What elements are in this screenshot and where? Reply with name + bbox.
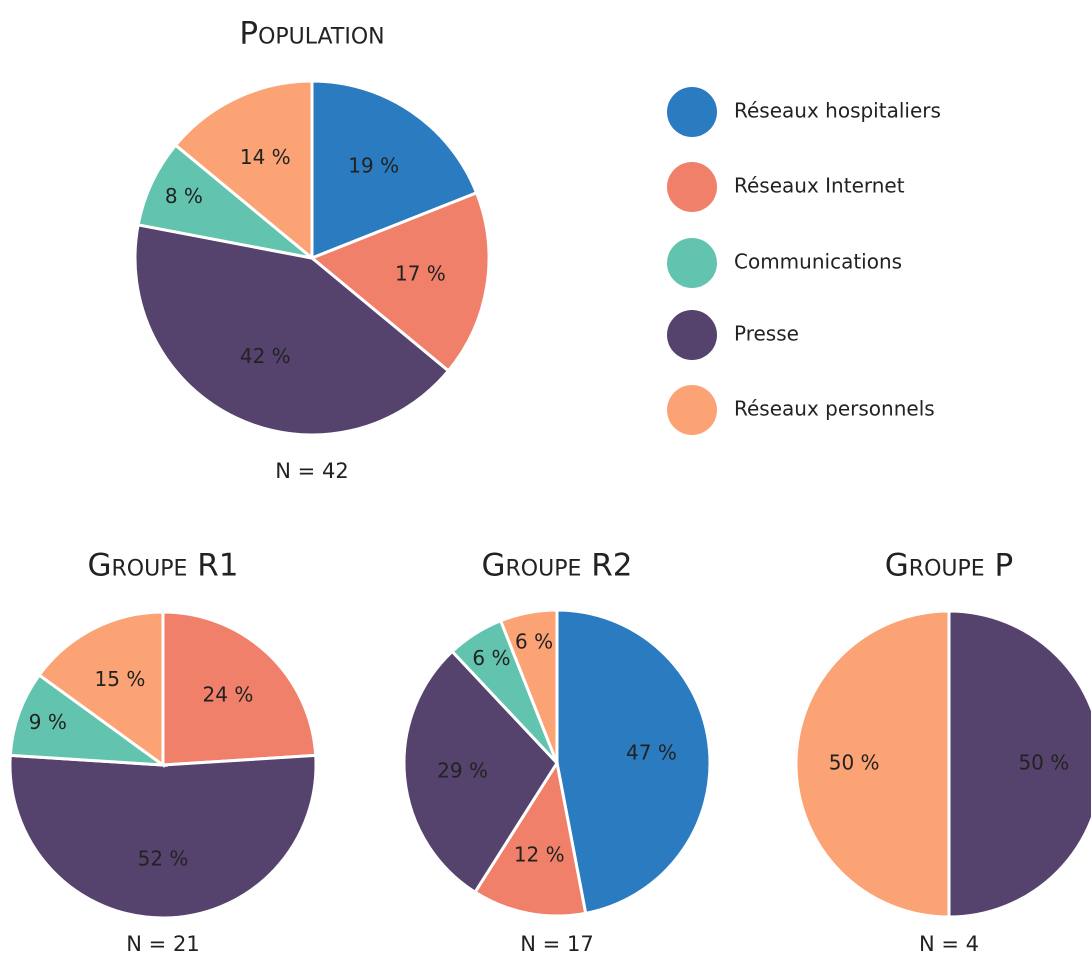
- data-label: 19 %: [348, 154, 399, 178]
- chart-subtitle: N = 21: [126, 932, 199, 956]
- legend-swatch: [667, 238, 717, 288]
- pie-slice: [173, 79, 314, 262]
- data-label: 12 %: [514, 843, 565, 867]
- pie-slice: [555, 608, 712, 916]
- pie-slice: [8, 672, 169, 767]
- legend-label: Réseaux Internet: [734, 174, 905, 198]
- pie-slice: [498, 608, 559, 764]
- data-label: 50 %: [1018, 751, 1069, 775]
- pie-slice: [136, 143, 313, 260]
- data-label: 17 %: [395, 262, 446, 286]
- legend-label: Réseaux personnels: [734, 397, 935, 421]
- data-label: 29 %: [437, 758, 488, 782]
- data-label: 15 %: [95, 667, 146, 691]
- data-label: 9 %: [29, 710, 67, 734]
- legend-label: Presse: [734, 322, 799, 346]
- pie-slice: [472, 758, 588, 918]
- pie-slice: [37, 610, 165, 768]
- data-label: 14 %: [240, 145, 291, 169]
- data-label: 8 %: [165, 184, 203, 208]
- chart-subtitle: N = 17: [520, 932, 593, 956]
- pie-slice: [133, 223, 451, 437]
- legend-swatch: [667, 310, 717, 360]
- chart-title: Groupe P: [885, 548, 1013, 584]
- pie-slice: [402, 649, 559, 895]
- legend-swatch: [667, 87, 717, 137]
- legend-label: Communications: [734, 250, 902, 274]
- pie-slice: [309, 190, 491, 373]
- data-label: 24 %: [203, 682, 254, 706]
- legend-swatch: [667, 385, 717, 435]
- legend-label: Réseaux hospitaliers: [734, 99, 941, 123]
- pie-slice: [947, 609, 1091, 919]
- chart-subtitle: N = 42: [275, 459, 348, 483]
- data-label: 47 %: [626, 741, 677, 765]
- data-label: 52 %: [138, 846, 189, 870]
- data-label: 42 %: [240, 344, 291, 368]
- legend-swatch: [667, 162, 717, 212]
- data-label: 50 %: [829, 751, 880, 775]
- chart-subtitle: N = 4: [919, 932, 979, 956]
- pie-slice: [794, 609, 951, 919]
- pie-slice: [8, 753, 318, 920]
- pie-slice: [161, 610, 318, 767]
- chart-title: Groupe R2: [481, 548, 632, 584]
- chart-title: Groupe R1: [87, 548, 238, 584]
- pie-slice: [310, 79, 479, 261]
- chart-title: Population: [239, 16, 384, 52]
- data-label: 6 %: [472, 646, 510, 670]
- data-label: 6 %: [515, 629, 553, 653]
